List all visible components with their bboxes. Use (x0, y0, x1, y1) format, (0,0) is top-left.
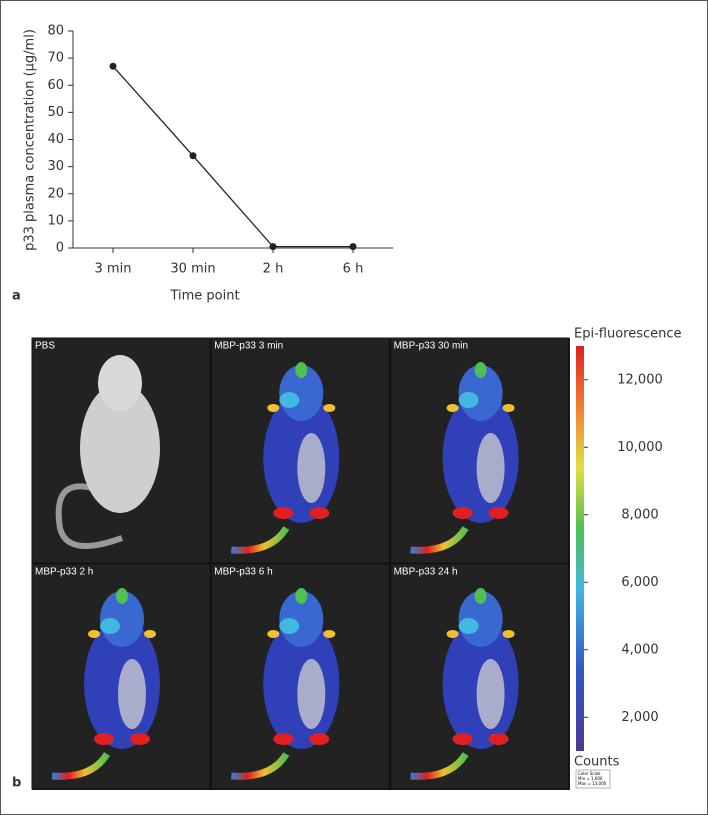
colorbar-tick-label: 12,000 (617, 372, 663, 387)
x-tick-label: 6 h (343, 262, 364, 277)
y-tick-label: 80 (47, 24, 64, 39)
image-label: MBP-p33 2 h (35, 567, 93, 578)
line (112, 65, 353, 248)
scale-text: Min = 1,000 (578, 776, 603, 781)
colorbar-tick-label: 8,000 (621, 507, 658, 522)
scale-text: Max = 13,000 (578, 781, 607, 786)
y-tick-label: 30 (47, 159, 64, 174)
scale-box (575, 769, 611, 789)
colorbar-title: Epi-fluorescence (574, 327, 682, 342)
image-label: PBS (35, 341, 55, 352)
y-axis-label: p33 plasma concentration (μg/ml) (23, 29, 38, 251)
colorbar-tick-label: 10,000 (617, 440, 663, 455)
y-tick-label: 0 (56, 241, 64, 256)
y-tick-label: 50 (47, 105, 64, 120)
image-label: MBP-p33 3 min (214, 341, 283, 352)
image-label: MBP-p33 30 min (394, 341, 468, 352)
colorbar-unit: Counts (574, 755, 620, 770)
colorbar-tick-label: 6,000 (621, 575, 658, 590)
colorbar-tick-label: 4,000 (621, 642, 658, 657)
x-axis-label: Time point (169, 289, 239, 304)
image-label: MBP-p33 6 h (214, 567, 272, 578)
y-tick-label: 40 (47, 132, 64, 147)
point (109, 62, 117, 70)
panel-label: a (12, 289, 21, 304)
colorbar-tick-label: 2,000 (621, 710, 658, 725)
point (189, 152, 197, 160)
colorbar (576, 346, 584, 751)
y-tick-label: 20 (47, 186, 64, 201)
point (269, 243, 277, 251)
x-tick-label: 3 min (95, 262, 132, 277)
image-label: MBP-p33 24 h (394, 567, 458, 578)
x-tick-label: 2 h (263, 262, 284, 277)
panel-label: b (12, 776, 21, 791)
x-tick-label: 30 min (170, 262, 215, 277)
scale-text: Color Scale (578, 771, 601, 776)
y-tick-label: 70 (47, 51, 64, 66)
y-tick-label: 60 (47, 78, 64, 93)
point (349, 243, 357, 251)
y-tick-label: 10 (47, 213, 64, 228)
